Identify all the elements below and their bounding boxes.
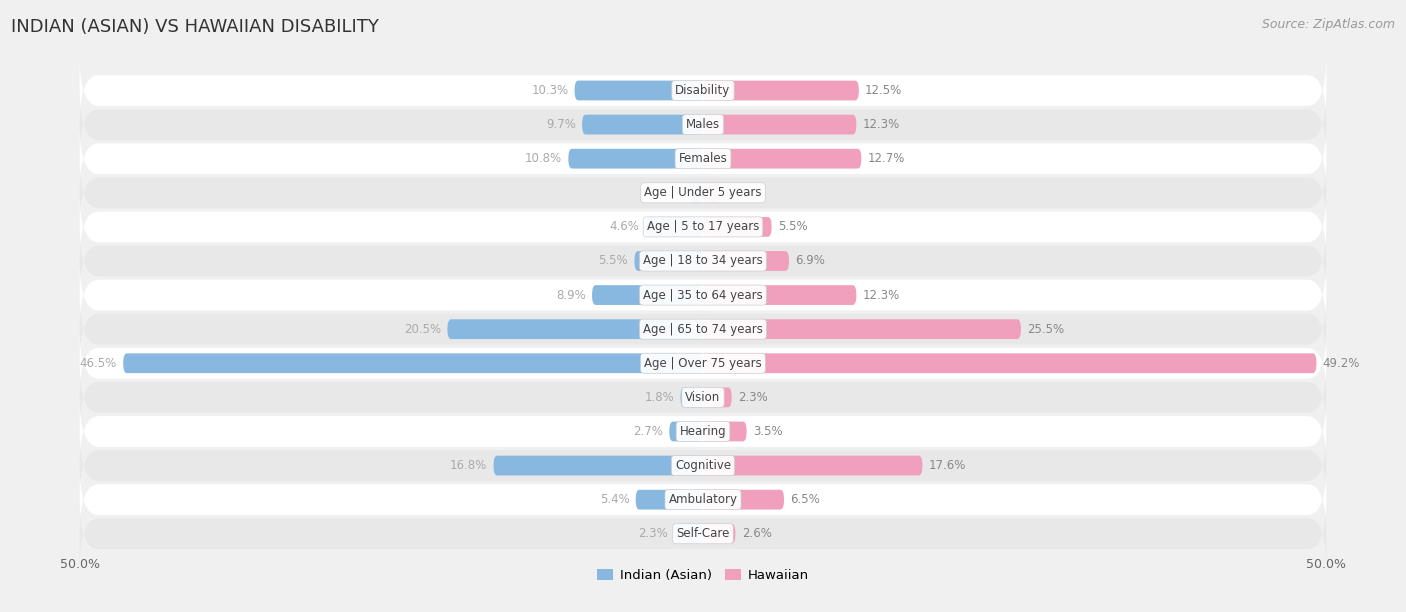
FancyBboxPatch shape <box>703 353 1316 373</box>
FancyBboxPatch shape <box>634 251 703 271</box>
FancyBboxPatch shape <box>80 89 1326 160</box>
Text: Self-Care: Self-Care <box>676 528 730 540</box>
FancyBboxPatch shape <box>703 490 785 510</box>
FancyBboxPatch shape <box>703 251 789 271</box>
Text: 6.9%: 6.9% <box>796 255 825 267</box>
FancyBboxPatch shape <box>703 387 731 407</box>
FancyBboxPatch shape <box>703 422 747 441</box>
FancyBboxPatch shape <box>703 524 735 543</box>
Text: 4.6%: 4.6% <box>610 220 640 233</box>
FancyBboxPatch shape <box>447 319 703 339</box>
Text: 17.6%: 17.6% <box>929 459 966 472</box>
FancyBboxPatch shape <box>80 259 1326 331</box>
Text: Age | Under 5 years: Age | Under 5 years <box>644 186 762 200</box>
FancyBboxPatch shape <box>636 490 703 510</box>
Text: 5.5%: 5.5% <box>599 255 628 267</box>
FancyBboxPatch shape <box>80 293 1326 365</box>
Text: 2.6%: 2.6% <box>741 528 772 540</box>
Text: Disability: Disability <box>675 84 731 97</box>
Legend: Indian (Asian), Hawaiian: Indian (Asian), Hawaiian <box>592 564 814 587</box>
FancyBboxPatch shape <box>80 123 1326 195</box>
FancyBboxPatch shape <box>80 395 1326 468</box>
Text: 9.7%: 9.7% <box>546 118 576 131</box>
Text: 12.3%: 12.3% <box>863 118 900 131</box>
FancyBboxPatch shape <box>80 498 1326 570</box>
Text: Vision: Vision <box>685 391 721 404</box>
Text: Hearing: Hearing <box>679 425 727 438</box>
Text: Males: Males <box>686 118 720 131</box>
Text: 12.3%: 12.3% <box>863 289 900 302</box>
Text: 2.3%: 2.3% <box>738 391 768 404</box>
FancyBboxPatch shape <box>703 149 862 168</box>
Text: 10.3%: 10.3% <box>531 84 568 97</box>
Text: Ambulatory: Ambulatory <box>668 493 738 506</box>
FancyBboxPatch shape <box>703 456 922 476</box>
FancyBboxPatch shape <box>703 217 772 237</box>
Text: Females: Females <box>679 152 727 165</box>
FancyBboxPatch shape <box>675 524 703 543</box>
FancyBboxPatch shape <box>80 225 1326 297</box>
Text: 1.0%: 1.0% <box>655 186 685 200</box>
Text: 8.9%: 8.9% <box>555 289 586 302</box>
FancyBboxPatch shape <box>592 285 703 305</box>
Text: 6.5%: 6.5% <box>790 493 820 506</box>
FancyBboxPatch shape <box>80 430 1326 501</box>
FancyBboxPatch shape <box>124 353 703 373</box>
Text: Source: ZipAtlas.com: Source: ZipAtlas.com <box>1261 18 1395 31</box>
FancyBboxPatch shape <box>681 387 703 407</box>
Text: INDIAN (ASIAN) VS HAWAIIAN DISABILITY: INDIAN (ASIAN) VS HAWAIIAN DISABILITY <box>11 18 380 36</box>
FancyBboxPatch shape <box>645 217 703 237</box>
FancyBboxPatch shape <box>669 422 703 441</box>
Text: 1.8%: 1.8% <box>644 391 675 404</box>
Text: 5.4%: 5.4% <box>600 493 630 506</box>
FancyBboxPatch shape <box>80 464 1326 536</box>
FancyBboxPatch shape <box>690 183 703 203</box>
FancyBboxPatch shape <box>80 54 1326 126</box>
FancyBboxPatch shape <box>575 81 703 100</box>
Text: Age | 65 to 74 years: Age | 65 to 74 years <box>643 323 763 335</box>
Text: 46.5%: 46.5% <box>80 357 117 370</box>
Text: Age | 35 to 64 years: Age | 35 to 64 years <box>643 289 763 302</box>
Text: 25.5%: 25.5% <box>1028 323 1064 335</box>
FancyBboxPatch shape <box>703 81 859 100</box>
FancyBboxPatch shape <box>703 285 856 305</box>
Text: Age | Over 75 years: Age | Over 75 years <box>644 357 762 370</box>
Text: Age | 5 to 17 years: Age | 5 to 17 years <box>647 220 759 233</box>
Text: 49.2%: 49.2% <box>1323 357 1360 370</box>
Text: 2.3%: 2.3% <box>638 528 668 540</box>
FancyBboxPatch shape <box>703 114 856 135</box>
FancyBboxPatch shape <box>80 191 1326 263</box>
Text: 1.2%: 1.2% <box>724 186 754 200</box>
FancyBboxPatch shape <box>80 157 1326 228</box>
Text: 12.5%: 12.5% <box>865 84 903 97</box>
FancyBboxPatch shape <box>582 114 703 135</box>
Text: 20.5%: 20.5% <box>404 323 441 335</box>
Text: 16.8%: 16.8% <box>450 459 488 472</box>
Text: 5.5%: 5.5% <box>778 220 807 233</box>
Text: Age | 18 to 34 years: Age | 18 to 34 years <box>643 255 763 267</box>
FancyBboxPatch shape <box>568 149 703 168</box>
Text: Cognitive: Cognitive <box>675 459 731 472</box>
Text: 10.8%: 10.8% <box>524 152 562 165</box>
FancyBboxPatch shape <box>703 319 1021 339</box>
FancyBboxPatch shape <box>80 362 1326 433</box>
Text: 2.7%: 2.7% <box>633 425 664 438</box>
FancyBboxPatch shape <box>80 327 1326 399</box>
FancyBboxPatch shape <box>494 456 703 476</box>
FancyBboxPatch shape <box>703 183 718 203</box>
Text: 3.5%: 3.5% <box>752 425 783 438</box>
Text: 12.7%: 12.7% <box>868 152 905 165</box>
